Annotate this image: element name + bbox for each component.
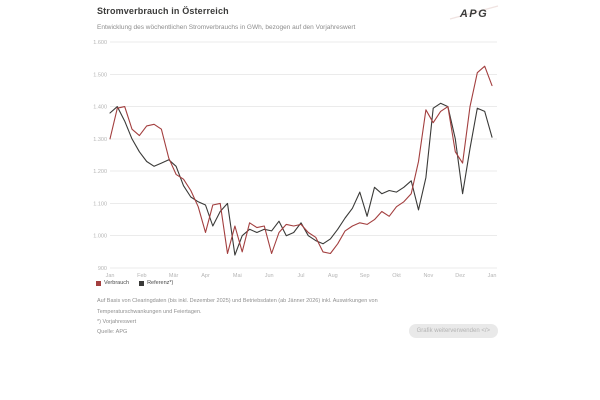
legend-label-referenz: Referenz*)	[147, 280, 174, 286]
footnote-text: Auf Basis von Clearingdaten (bis inkl. D…	[97, 298, 378, 315]
y-tick-label: 1.200	[93, 169, 107, 175]
x-tick-label: Okt	[392, 273, 401, 279]
x-tick-label: Jan	[106, 273, 115, 279]
logo-swoosh	[449, 5, 499, 20]
x-tick-label: Apr	[201, 273, 210, 279]
y-tick-label: 1.600	[93, 40, 107, 46]
footnote-reference: *) Vorjahreswert	[97, 319, 137, 325]
x-tick-label: Feb	[137, 273, 146, 279]
reuse-chart-button[interactable]: Grafik weiterverwenden </>	[408, 324, 498, 338]
x-tick-label: Dez	[455, 273, 465, 279]
x-tick-label: Jan	[488, 273, 497, 279]
y-tick-label: 1.500	[93, 72, 107, 78]
y-tick-label: 900	[98, 266, 107, 272]
x-tick-label: Jun	[265, 273, 274, 279]
legend-item-referenz[interactable]: Referenz*)	[139, 280, 173, 286]
series-line-referenz[interactable]	[109, 102, 493, 256]
x-tick-label: Nov	[423, 273, 433, 279]
legend-swatch	[139, 280, 145, 286]
y-tick-label: 1.300	[93, 137, 107, 143]
x-tick-label: Aug	[328, 273, 338, 279]
legend-label-verbrauch: Verbrauch	[104, 280, 130, 286]
legend-item-verbrauch[interactable]: Verbrauch	[96, 280, 129, 286]
chart-subtitle: Entwicklung des wöchentlichen Stromverbr…	[97, 24, 356, 31]
legend-swatch	[96, 280, 101, 286]
chart-svg: 900 1.000 1.100 1.200 1.300 1.400 1.500 1.600 Ja…	[93, 40, 497, 279]
x-tick-label: Mär	[169, 273, 179, 279]
y-tick-label: 1.100	[93, 201, 107, 207]
y-tick-label: 1.000	[93, 234, 107, 240]
apg-logo: APG	[448, 2, 500, 24]
x-tick-label: Mai	[233, 273, 242, 279]
chart-title: Stromverbrauch in Österreich	[97, 6, 229, 16]
x-tick-label: Jul	[297, 273, 304, 279]
chart-widget: Stromverbrauch in Österreich APG Entwick…	[85, 0, 510, 360]
x-tick-label: Sep	[360, 273, 370, 279]
chart-legend: Verbrauch Referenz*)	[96, 280, 173, 286]
y-tick-label: 1.400	[93, 105, 107, 111]
series-line-verbrauch[interactable]	[109, 65, 493, 255]
source-text: Quelle: APG	[97, 329, 128, 335]
logo-text: APG	[459, 8, 488, 20]
